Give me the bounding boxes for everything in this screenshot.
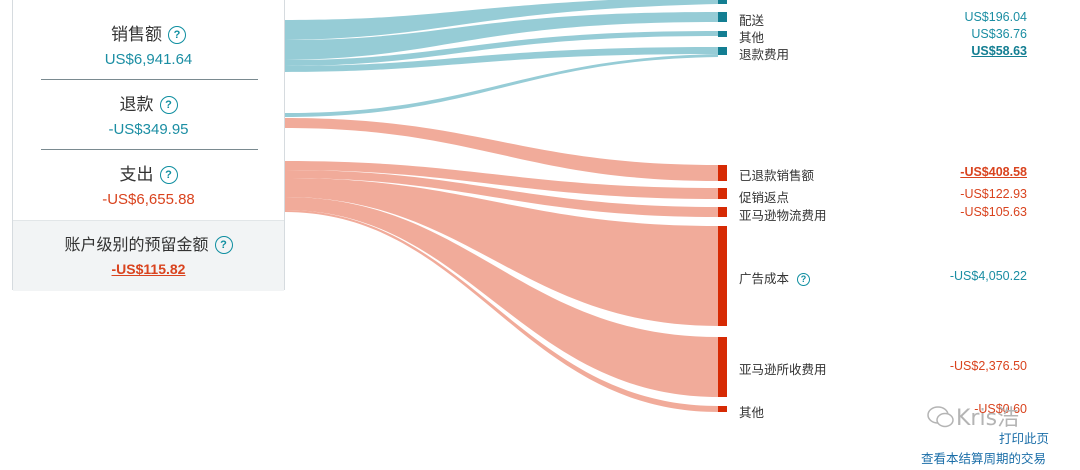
item-amount-other-expense: -US$0.60 <box>974 402 1027 416</box>
flow-marker <box>718 12 727 22</box>
item-amount-ad-cost: -US$4,050.22 <box>949 269 1027 283</box>
expenses-label: 支出 <box>119 165 154 184</box>
ad-cost-label: 广告成本 <box>739 272 790 286</box>
divider <box>41 79 258 80</box>
item-amount-promo-rebates: -US$122.93 <box>960 187 1027 201</box>
item-label-refund-fees: 退款费用 <box>739 48 790 62</box>
flow-promo-rebates <box>285 161 718 199</box>
sales-value: US$6,941.64 <box>104 51 193 68</box>
refunds-section: 退款? -US$349.95 <box>13 90 284 138</box>
item-label-amazon-fees: 亚马逊所收费用 <box>739 363 827 377</box>
flow-marker <box>718 337 727 397</box>
flow-marker <box>718 31 727 37</box>
item-label-shipping: 配送 <box>739 14 765 28</box>
help-icon[interactable]: ? <box>797 273 811 286</box>
item-amount-fba-fees: -US$105.63 <box>960 205 1027 219</box>
item-label-other: 其他 <box>739 31 765 45</box>
flow-refund-fees <box>285 47 718 72</box>
item-amount-amazon-fees: -US$2,376.50 <box>949 359 1027 373</box>
flow-marker <box>718 226 727 326</box>
help-icon[interactable]: ? <box>159 96 178 114</box>
view-transactions-link[interactable]: 查看本结算周期的交易 <box>921 452 1047 466</box>
flow-refunded-sales <box>285 118 718 181</box>
summary-card: 销售额? US$6,941.64 退款? -US$349.95 支出? -US$… <box>12 0 285 291</box>
flow-marker <box>718 188 727 199</box>
red-flows <box>285 118 718 412</box>
expenses-section: 支出? -US$6,655.88 <box>13 160 284 208</box>
print-page-link[interactable]: 打印此页 <box>999 432 1050 446</box>
watermark-text: Kris浩 <box>956 406 1020 431</box>
flow-marker <box>718 0 727 4</box>
item-amount-refunded-sales[interactable]: -US$408.58 <box>960 165 1027 179</box>
help-icon[interactable]: ? <box>159 166 178 184</box>
item-amount-other: US$36.76 <box>971 27 1027 41</box>
teal-flows <box>285 0 718 117</box>
item-label-other-expense: 其他 <box>739 406 765 420</box>
flow-top-offscreen <box>285 0 718 40</box>
refunds-value: -US$349.95 <box>108 121 189 138</box>
flow-marker <box>718 47 727 55</box>
flow-fba-fees <box>285 170 718 217</box>
help-icon[interactable]: ? <box>168 26 186 44</box>
flow-shipping <box>285 12 718 60</box>
reserve-section: 账户级别的预留金额? -US$115.82 <box>13 220 284 291</box>
divider <box>41 149 258 150</box>
item-amount-shipping: US$196.04 <box>964 10 1027 24</box>
reserve-label: 账户级别的预留金额 <box>64 237 209 254</box>
flow-marker <box>718 207 727 217</box>
flow-marker <box>718 165 727 181</box>
item-label-promo-rebates: 促销返点 <box>739 191 790 205</box>
item-label-ad-cost: 广告成本? <box>739 268 811 287</box>
item-label-fba-fees: 亚马逊物流费用 <box>739 209 827 223</box>
sales-section: 销售额? US$6,941.64 <box>13 20 284 68</box>
flow-amazon-fees <box>285 197 718 397</box>
sales-label: 销售额 <box>111 25 162 44</box>
wechat-icon <box>927 406 954 428</box>
flow-refund-link <box>285 54 718 117</box>
flow-marker <box>718 406 727 412</box>
help-icon[interactable]: ? <box>214 236 233 254</box>
item-label-refunded-sales: 已退款销售额 <box>739 169 815 183</box>
flow-other-credit <box>285 31 718 66</box>
item-amount-refund-fees[interactable]: US$58.63 <box>971 44 1027 58</box>
flow-ad-cost <box>285 178 718 326</box>
reserve-value[interactable]: -US$115.82 <box>111 261 186 277</box>
refunds-label: 退款 <box>119 95 154 114</box>
expenses-value: -US$6,655.88 <box>102 191 195 208</box>
